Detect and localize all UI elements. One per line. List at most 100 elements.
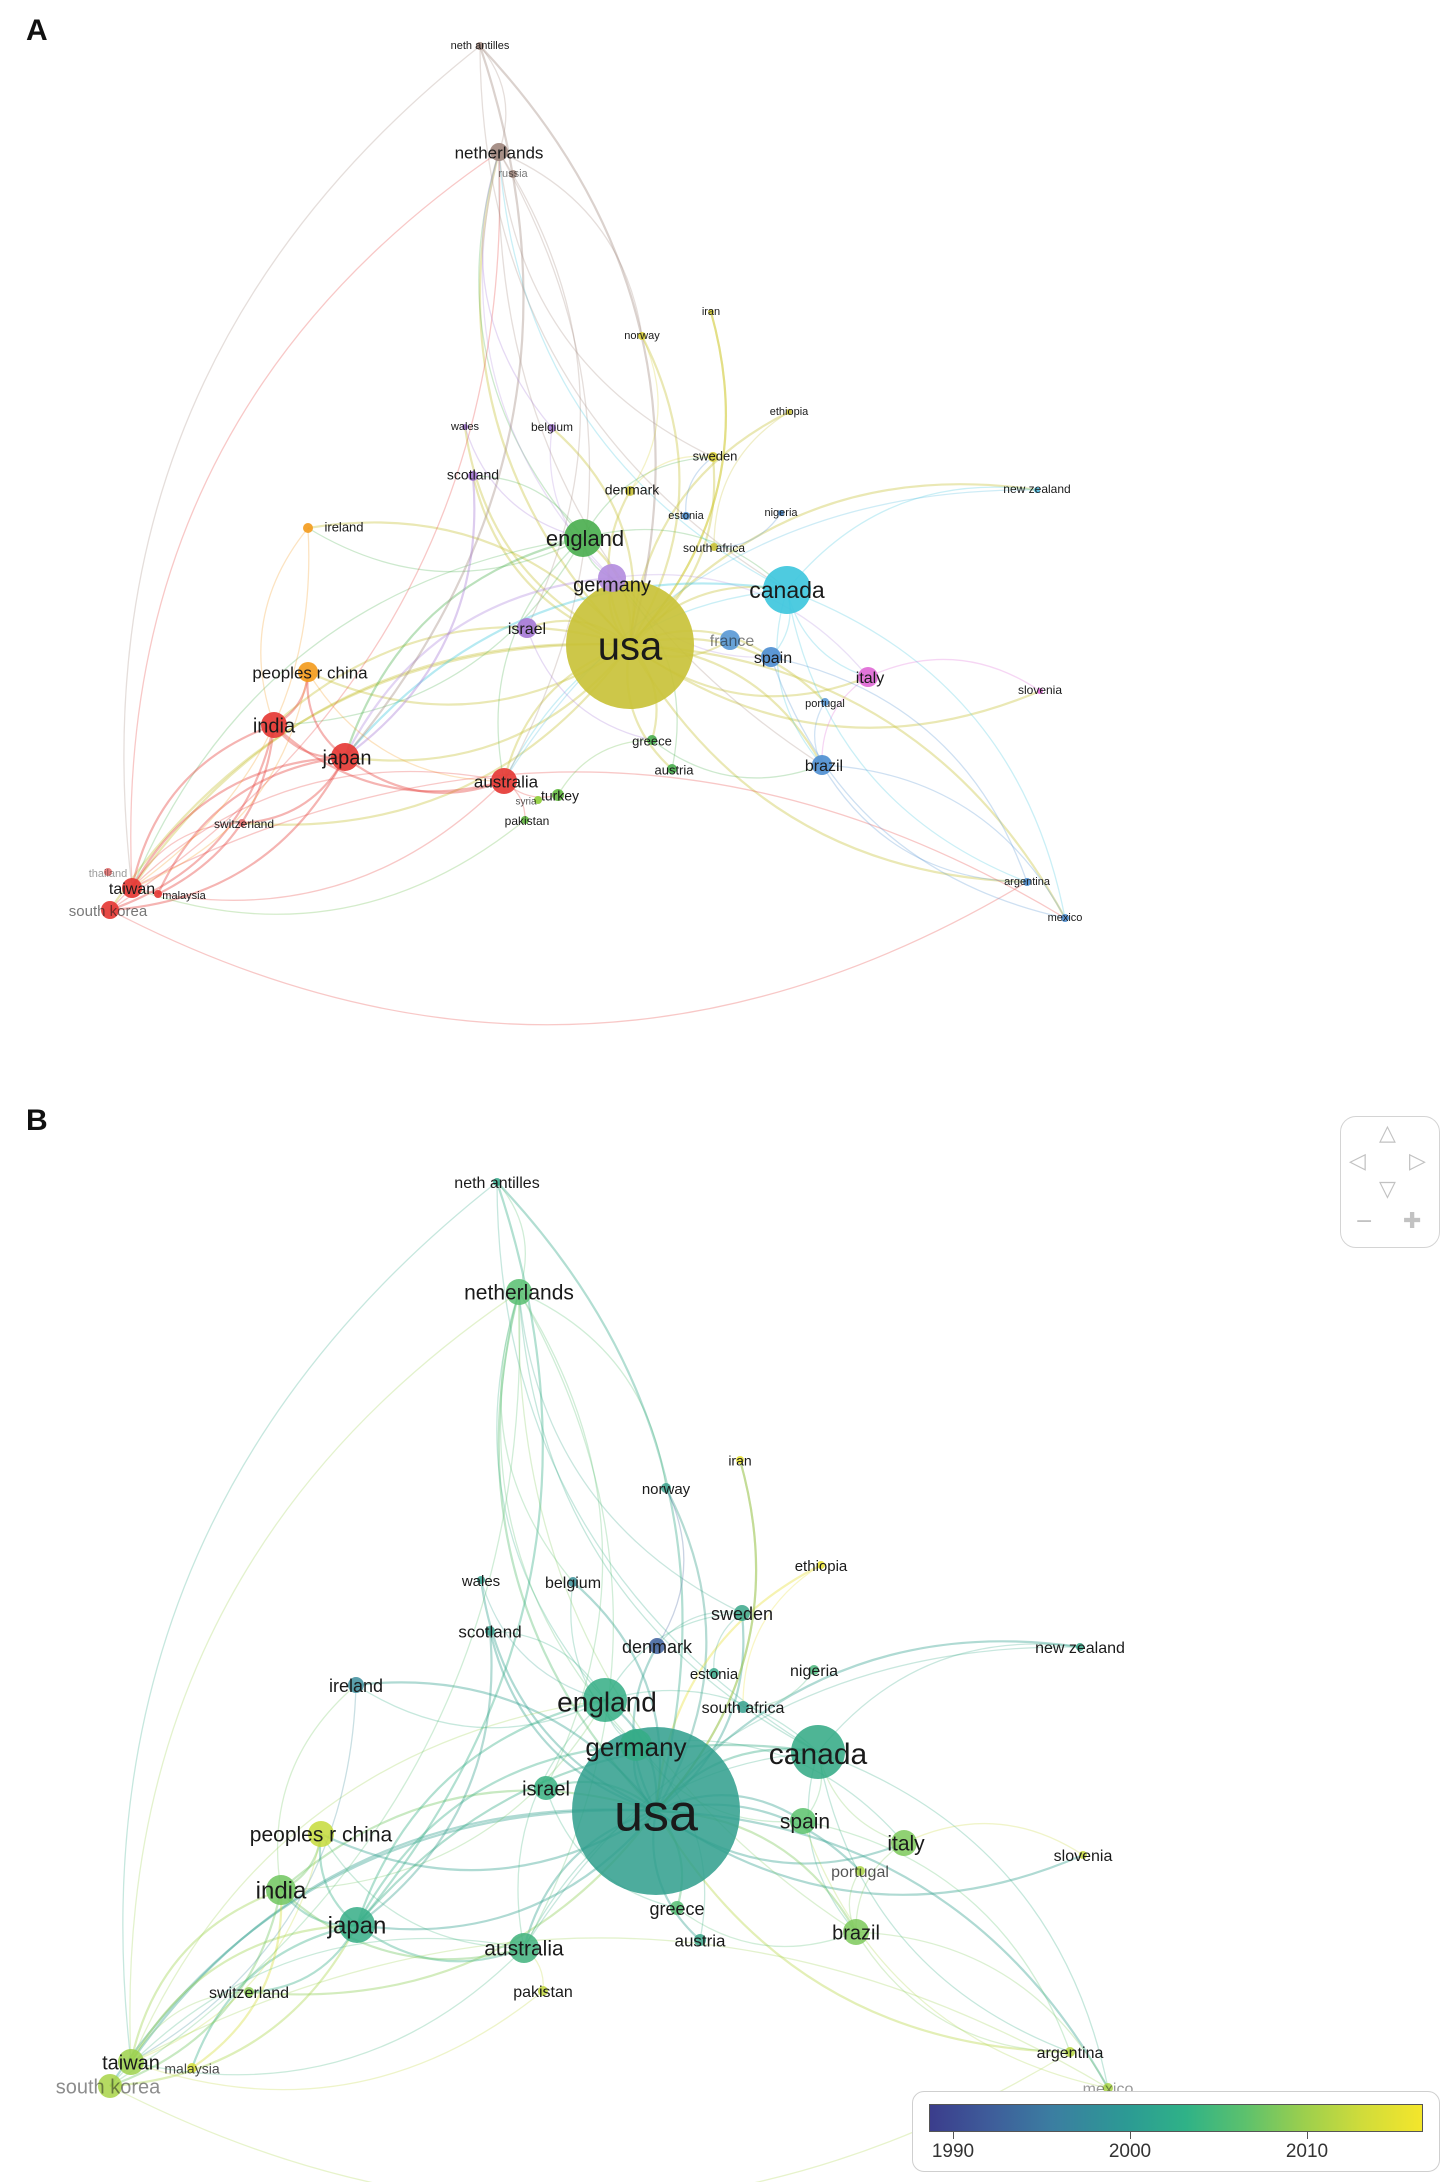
- node-netherlands[interactable]: [506, 1279, 532, 1305]
- node-denmark[interactable]: [649, 1638, 665, 1654]
- node-nigeria[interactable]: [778, 510, 784, 516]
- node-ethiopia[interactable]: [817, 1561, 825, 1569]
- node-ireland[interactable]: [303, 523, 313, 533]
- node-japan[interactable]: [331, 743, 359, 771]
- zoom-in-icon[interactable]: ✚: [1403, 1209, 1422, 1234]
- node-south-africa[interactable]: [737, 1701, 749, 1713]
- node-malaysia[interactable]: [187, 2063, 197, 2073]
- node-usa[interactable]: [572, 1727, 740, 1895]
- collaboration-link: [307, 671, 505, 782]
- node-brazil[interactable]: [843, 1919, 869, 1945]
- node-sweden[interactable]: [734, 1605, 750, 1621]
- node-brazil[interactable]: [812, 755, 832, 775]
- node-israel[interactable]: [517, 618, 537, 638]
- pan-down-icon[interactable]: ▽: [1379, 1177, 1396, 1202]
- node-south-africa[interactable]: [710, 543, 718, 551]
- node-austria[interactable]: [694, 1934, 706, 1946]
- node-switzerland[interactable]: [244, 1987, 254, 1997]
- node-spain[interactable]: [761, 647, 781, 667]
- node-slovenia[interactable]: [1037, 688, 1043, 694]
- node-neth-antilles[interactable]: [476, 42, 484, 50]
- node-peoples-r-china[interactable]: [298, 662, 318, 682]
- node-ireland[interactable]: [348, 1677, 364, 1693]
- node-japan[interactable]: [339, 1907, 375, 1943]
- node-label-neth-antilles: neth antilles: [451, 40, 510, 52]
- pan-right-icon[interactable]: ▷: [1409, 1149, 1426, 1174]
- node-wales[interactable]: [462, 424, 468, 430]
- node-malaysia[interactable]: [154, 890, 162, 898]
- node-taiwan[interactable]: [122, 878, 142, 898]
- node-new-zealand[interactable]: [1034, 487, 1040, 493]
- node-germany[interactable]: [620, 1729, 652, 1761]
- node-israel[interactable]: [534, 1776, 558, 1800]
- node-peoples-r-china[interactable]: [308, 1821, 334, 1847]
- node-iran[interactable]: [736, 1456, 744, 1464]
- node-england[interactable]: [564, 519, 602, 557]
- node-austria[interactable]: [667, 764, 677, 774]
- node-spain[interactable]: [790, 1808, 816, 1834]
- panel-b-overlay-map: B usa canada england germany israel spain ital…: [0, 1090, 1453, 2182]
- node-usa[interactable]: [566, 581, 694, 709]
- node-belgium[interactable]: [548, 424, 556, 432]
- node-turkey[interactable]: [552, 789, 564, 801]
- node-russia[interactable]: [509, 170, 517, 178]
- node-greece[interactable]: [647, 735, 657, 745]
- node-france[interactable]: [720, 630, 740, 650]
- node-greece[interactable]: [670, 1901, 684, 1915]
- node-scotland[interactable]: [485, 1626, 495, 1636]
- node-pakistan[interactable]: [521, 816, 529, 824]
- zoom-out-icon[interactable]: −: [1355, 1209, 1374, 1234]
- node-estonia[interactable]: [709, 1668, 719, 1678]
- node-syria[interactable]: [534, 796, 542, 804]
- node-australia[interactable]: [491, 768, 517, 794]
- node-canada[interactable]: [791, 1725, 845, 1779]
- node-neth-antilles[interactable]: [493, 1178, 501, 1186]
- node-belgium[interactable]: [568, 1577, 578, 1587]
- collaboration-link: [131, 527, 310, 889]
- node-italy[interactable]: [858, 667, 878, 687]
- node-new-zealand[interactable]: [1076, 1643, 1084, 1651]
- node-portugal[interactable]: [821, 698, 829, 706]
- node-sweden[interactable]: [708, 452, 718, 462]
- node-india[interactable]: [266, 1875, 296, 1905]
- node-slovenia[interactable]: [1079, 1851, 1087, 1859]
- node-ethiopia[interactable]: [786, 409, 792, 415]
- node-england[interactable]: [583, 1678, 627, 1722]
- node-label-austria: austria: [674, 1931, 726, 1950]
- node-germany[interactable]: [598, 564, 626, 592]
- node-wales[interactable]: [477, 1576, 485, 1584]
- node-mexico[interactable]: [1103, 2083, 1113, 2093]
- node-iran[interactable]: [708, 309, 714, 315]
- node-canada[interactable]: [763, 566, 811, 614]
- node-argentina[interactable]: [1023, 878, 1031, 886]
- node-scotland[interactable]: [468, 471, 478, 481]
- node-taiwan[interactable]: [118, 2049, 144, 2075]
- node-australia[interactable]: [509, 1933, 539, 1963]
- pan-left-icon[interactable]: ◁: [1349, 1149, 1366, 1174]
- node-norway[interactable]: [661, 1483, 671, 1493]
- collaboration-link: [549, 427, 613, 579]
- node-italy[interactable]: [891, 1830, 917, 1856]
- panel-a-network[interactable]: usa canada england germany israel francespain…: [0, 0, 1453, 1090]
- node-mexico[interactable]: [1061, 914, 1069, 922]
- node-label-peoples-r-china: peoples r china: [252, 663, 368, 682]
- node-norway[interactable]: [638, 332, 646, 340]
- node-switzerland[interactable]: [238, 819, 246, 827]
- node-nigeria[interactable]: [809, 1665, 819, 1675]
- collaboration-link: [109, 881, 1028, 1026]
- node-south-korea[interactable]: [98, 2074, 122, 2098]
- node-south-korea[interactable]: [101, 901, 119, 919]
- node-portugal[interactable]: [855, 1866, 865, 1876]
- node-argentina[interactable]: [1065, 2047, 1075, 2057]
- pan-up-icon[interactable]: △: [1379, 1121, 1396, 1146]
- node-denmark[interactable]: [625, 486, 635, 496]
- collaboration-link: [130, 1937, 1109, 2089]
- node-india[interactable]: [261, 712, 287, 738]
- node-estonia[interactable]: [682, 512, 690, 520]
- node-netherlands[interactable]: [490, 143, 508, 161]
- collaboration-link: [130, 151, 500, 889]
- node-thailand[interactable]: [104, 868, 112, 876]
- node-pakistan[interactable]: [538, 1986, 548, 1996]
- collaboration-link: [629, 643, 1066, 919]
- panel-b-network[interactable]: usa canada england germany israel spain italy p…: [0, 1090, 1453, 2182]
